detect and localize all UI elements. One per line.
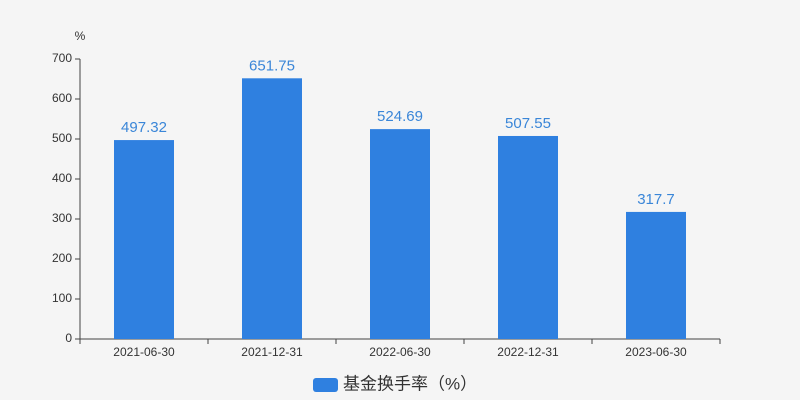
y-tick-label: 600 [52,91,72,105]
y-tick-label: 300 [52,211,72,225]
bar [114,140,174,339]
value-label: 507.55 [505,115,551,132]
x-tick-label: 2021-12-31 [241,345,303,359]
value-label: 524.69 [377,108,423,125]
y-tick-label: 400 [52,171,72,185]
y-tick-label: 100 [52,291,72,305]
value-label: 317.7 [637,191,675,208]
value-label: 497.32 [121,119,167,136]
x-tick-label: 2023-06-30 [625,345,687,359]
legend-swatch [313,378,338,392]
legend-label: 基金换手率（%） [343,374,477,393]
x-tick-label: 2022-06-30 [369,345,431,359]
y-tick-label: 0 [65,331,72,345]
y-tick-label: 700 [52,51,72,65]
y-tick-label: 200 [52,251,72,265]
x-tick-label: 2021-06-30 [113,345,175,359]
x-tick-label: 2022-12-31 [497,345,559,359]
bar [626,211,686,339]
y-tick-label: 500 [52,131,72,145]
bar [370,129,430,339]
bar [242,78,302,340]
y-axis-label: % [75,29,86,43]
value-label: 651.75 [249,57,295,74]
bar [498,135,558,339]
